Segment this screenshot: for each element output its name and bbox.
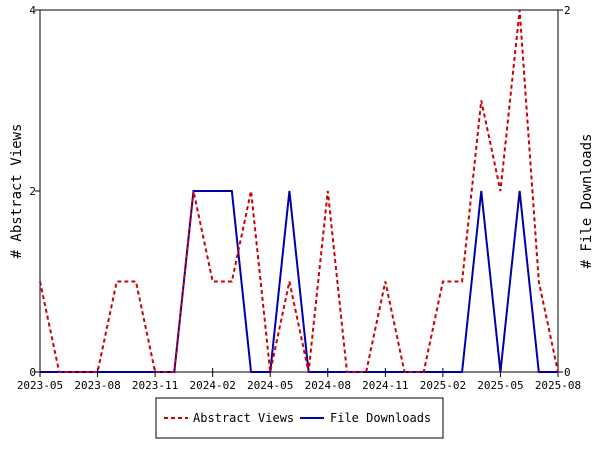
- series-layer: [39, 9, 559, 373]
- x-tick-label: 2024-08: [305, 379, 351, 392]
- y-axis-right-title: # File Downloads: [579, 134, 595, 269]
- x-tick-label: 2025-08: [535, 379, 581, 392]
- y-right-tick-label: 0: [564, 366, 571, 379]
- x-tick-label: 2023-08: [74, 379, 120, 392]
- legend-label-abstract-views: Abstract Views: [193, 411, 294, 425]
- y-left-tick-label: 4: [29, 4, 36, 17]
- x-tick-label: 2023-11: [132, 379, 178, 392]
- y-left-tick-label: 2: [29, 185, 36, 198]
- y-right-tick-label: 2: [564, 4, 571, 17]
- y-axis-right: 02: [558, 4, 571, 379]
- legend: Abstract Views File Downloads: [155, 397, 444, 439]
- series-line-abstract-views: [39, 9, 559, 373]
- y-axis-left-title: # Abstract Views: [9, 124, 25, 259]
- x-tick-label: 2024-02: [189, 379, 235, 392]
- x-tick-label: 2024-05: [247, 379, 293, 392]
- x-tick-label: 2025-02: [420, 379, 466, 392]
- y-axis-left: 0 2 4: [29, 4, 40, 379]
- series-line-file-downloads: [40, 190, 558, 373]
- x-tick-label: 2025-05: [477, 379, 523, 392]
- x-tick-label: 2023-05: [17, 379, 63, 392]
- x-tick-label: 2024-11: [362, 379, 408, 392]
- y-left-tick-label: 0: [29, 366, 36, 379]
- legend-box: [155, 397, 444, 439]
- legend-label-file-downloads: File Downloads: [330, 411, 431, 425]
